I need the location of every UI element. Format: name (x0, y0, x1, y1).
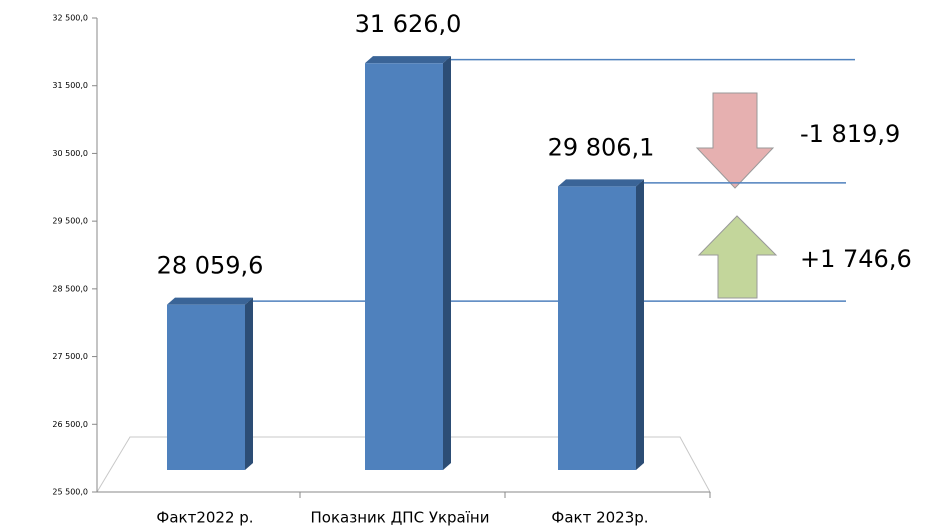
y-tick-label: 32 500,0 (52, 14, 88, 23)
up-arrow (697, 215, 778, 299)
y-tick-label: 31 500,0 (52, 81, 88, 90)
bar-side (245, 297, 253, 470)
y-tick-label: 25 500,0 (52, 488, 88, 497)
bar (167, 304, 245, 470)
annotation: -1 819,9 (800, 120, 900, 148)
x-tick-label: Факт 2023р. (551, 509, 648, 527)
y-tick-label: 28 500,0 (52, 284, 88, 293)
value-label: 31 626,0 (355, 10, 462, 38)
x-tick-label: Факт2022 р. (156, 509, 253, 527)
bar-side (636, 179, 644, 470)
x-tick-label: Показник ДПС України (311, 509, 490, 527)
y-tick-label: 30 500,0 (52, 149, 88, 158)
bar-top (167, 297, 253, 305)
value-label: 29 806,1 (548, 133, 655, 161)
bar-top (365, 56, 451, 64)
bar (365, 63, 443, 471)
value-label: 28 059,6 (157, 252, 264, 280)
y-tick-label: 27 500,0 (52, 352, 88, 361)
down-arrow (695, 92, 775, 189)
bar-side (443, 56, 451, 471)
bar (558, 186, 636, 470)
y-tick-label: 29 500,0 (52, 217, 88, 226)
annotation: +1 746,6 (800, 245, 912, 273)
bar-top (558, 179, 644, 187)
y-tick-label: 26 500,0 (52, 420, 88, 429)
